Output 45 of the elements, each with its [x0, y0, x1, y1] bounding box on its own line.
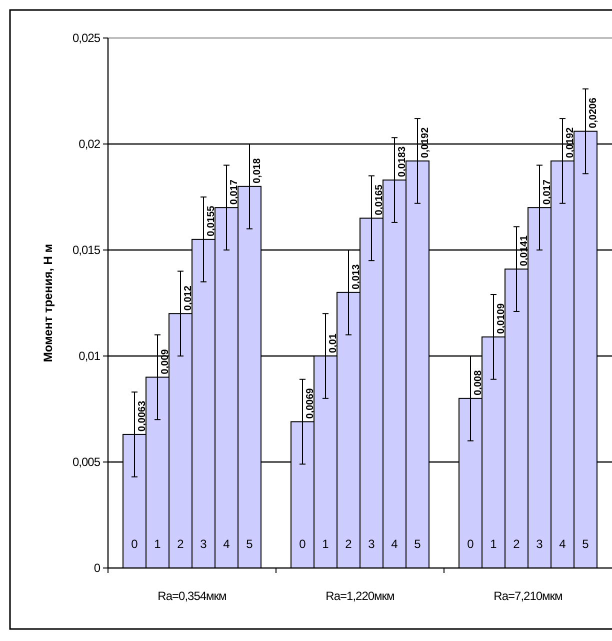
- data-label: 0,0109: [496, 302, 507, 334]
- series-label: 5: [414, 537, 422, 551]
- text: 0: [131, 537, 138, 551]
- data-label: 0,017: [229, 179, 240, 205]
- data-label: 0,0192: [420, 126, 431, 158]
- y-tick-label: 0,02: [78, 137, 101, 152]
- data-label: 0,0206: [588, 97, 599, 128]
- data-label: 0,0165: [374, 184, 385, 216]
- data-label: 0,0155: [206, 205, 217, 236]
- data-label: 0,0141: [519, 235, 530, 266]
- data-label: 0,0183: [397, 146, 408, 178]
- y-tick-label: 0,005: [72, 455, 101, 470]
- text: 4: [559, 537, 566, 551]
- text: 5: [246, 537, 253, 551]
- text: 1: [490, 537, 497, 551]
- text: 2: [177, 537, 184, 551]
- series-label: 3: [368, 537, 376, 551]
- y-axis-title: Момент трения, Н м: [41, 244, 55, 362]
- data-label: 0,013: [351, 264, 362, 290]
- x-tick-label: Ra=7,210мкм: [494, 589, 563, 603]
- y-tick-label: 0,01: [78, 349, 101, 364]
- data-label: 0,0192: [565, 126, 576, 158]
- series-label: 0: [299, 537, 306, 551]
- x-tick-label: Ra=0,354мкм: [158, 589, 227, 603]
- series-label: 1: [322, 537, 330, 551]
- data-label: 0,0069: [305, 388, 316, 419]
- text: 3: [536, 537, 543, 551]
- series-label: 4: [391, 537, 398, 551]
- data-label: 0,018: [252, 158, 263, 184]
- text: 3: [200, 537, 207, 551]
- data-label: 0,008: [473, 370, 484, 396]
- x-tick-label: Ra=1,220мкм: [326, 589, 395, 603]
- y-tick-label: 0: [94, 561, 101, 576]
- data-label: 0,012: [183, 285, 194, 311]
- data-label: 0,0063: [137, 400, 148, 432]
- series-label: 2: [345, 537, 352, 551]
- data-label: 0,01: [328, 333, 339, 353]
- y-tick-label: 0,025: [72, 31, 101, 46]
- text: 0: [467, 537, 474, 551]
- data-label: 0,017: [542, 179, 553, 205]
- text: 5: [582, 537, 589, 551]
- text: 1: [154, 537, 161, 551]
- text: 4: [223, 537, 230, 551]
- text: 2: [513, 537, 520, 551]
- y-tick-label: 0,015: [72, 243, 101, 258]
